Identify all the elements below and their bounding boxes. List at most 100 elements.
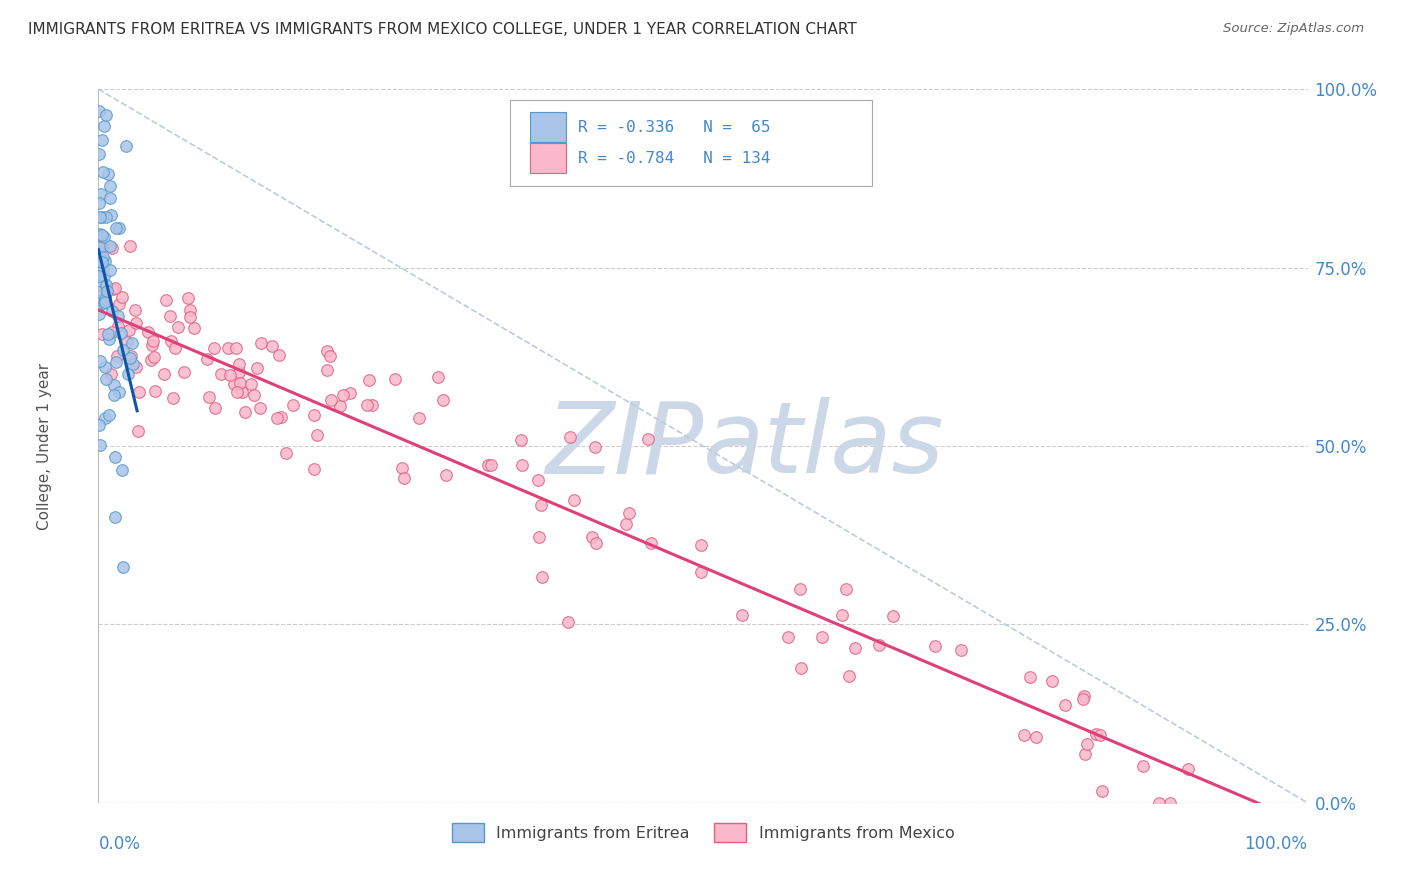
Point — [302, 462, 325, 476]
Point — [302, 408, 325, 422]
Point — [332, 388, 354, 402]
Point — [1132, 758, 1154, 772]
Point — [90, 255, 112, 269]
Point — [231, 385, 253, 400]
Point — [163, 341, 186, 355]
Point — [115, 335, 138, 350]
Point — [93, 165, 115, 179]
Point — [531, 570, 554, 584]
Point — [111, 290, 134, 304]
Point — [93, 295, 115, 310]
Point — [100, 208, 122, 222]
Point — [776, 631, 799, 645]
Point — [90, 133, 112, 147]
Point — [1091, 784, 1114, 798]
Point — [510, 433, 533, 447]
Point — [103, 280, 125, 294]
Point — [111, 463, 134, 477]
Point — [1073, 689, 1095, 703]
Point — [562, 493, 585, 508]
Point — [89, 417, 111, 432]
Point — [107, 319, 129, 334]
Point — [637, 432, 659, 446]
Point — [120, 350, 142, 364]
Point — [177, 292, 200, 306]
Point — [94, 359, 117, 374]
Point — [162, 391, 184, 405]
Point — [270, 410, 292, 425]
Point — [690, 538, 713, 552]
Point — [141, 338, 163, 352]
Text: R = -0.336   N =  65: R = -0.336 N = 65 — [578, 120, 770, 135]
Point — [1018, 670, 1040, 684]
Point — [111, 560, 134, 574]
Point — [329, 400, 352, 414]
Point — [1076, 737, 1098, 751]
Point — [125, 360, 148, 375]
Point — [101, 304, 124, 318]
Point — [155, 293, 177, 307]
Text: R = -0.784   N = 134: R = -0.784 N = 134 — [578, 151, 770, 166]
Point — [319, 350, 342, 364]
Point — [209, 367, 232, 381]
Point — [112, 343, 135, 357]
Point — [103, 378, 125, 392]
Point — [167, 320, 190, 334]
Point — [89, 438, 111, 452]
Point — [127, 424, 149, 438]
Point — [1025, 731, 1047, 745]
Point — [94, 210, 117, 224]
Point — [90, 239, 112, 253]
Point — [305, 427, 328, 442]
Point — [790, 661, 813, 675]
Point — [89, 227, 111, 241]
Point — [195, 352, 218, 367]
Point — [87, 269, 110, 284]
Point — [103, 450, 125, 464]
Point — [233, 405, 256, 419]
Point — [1071, 691, 1094, 706]
Point — [222, 376, 245, 391]
Point — [93, 296, 115, 310]
Point — [481, 458, 503, 472]
Point — [89, 277, 111, 292]
Point — [94, 289, 117, 303]
Point — [179, 303, 201, 318]
Point — [240, 376, 263, 391]
Point — [844, 641, 866, 656]
Point — [91, 227, 114, 242]
Point — [96, 371, 118, 385]
Point — [159, 309, 181, 323]
Point — [510, 458, 533, 472]
Point — [91, 327, 114, 342]
Point — [583, 440, 606, 454]
Point — [118, 323, 141, 337]
Point — [356, 398, 378, 412]
Point — [103, 281, 125, 295]
Point — [477, 458, 499, 473]
Point — [1088, 727, 1111, 741]
Point — [204, 401, 226, 415]
Text: IMMIGRANTS FROM ERITREA VS IMMIGRANTS FROM MEXICO COLLEGE, UNDER 1 YEAR CORRELAT: IMMIGRANTS FROM ERITREA VS IMMIGRANTS FR… — [28, 22, 856, 37]
Point — [249, 401, 271, 415]
Point — [98, 178, 121, 193]
Point — [89, 353, 111, 368]
Point — [87, 195, 110, 210]
Point — [104, 221, 127, 235]
Point — [105, 349, 128, 363]
Point — [811, 630, 834, 644]
Point — [882, 609, 904, 624]
Point — [90, 187, 112, 202]
Point — [226, 385, 249, 400]
Point — [243, 388, 266, 402]
Point — [87, 147, 110, 161]
Point — [1084, 727, 1107, 741]
Point — [1074, 747, 1097, 761]
Point — [831, 607, 853, 622]
Point — [91, 211, 114, 225]
Point — [359, 373, 381, 387]
Point — [219, 368, 242, 382]
Point — [527, 530, 550, 544]
Point — [89, 210, 111, 224]
Point — [93, 229, 115, 244]
